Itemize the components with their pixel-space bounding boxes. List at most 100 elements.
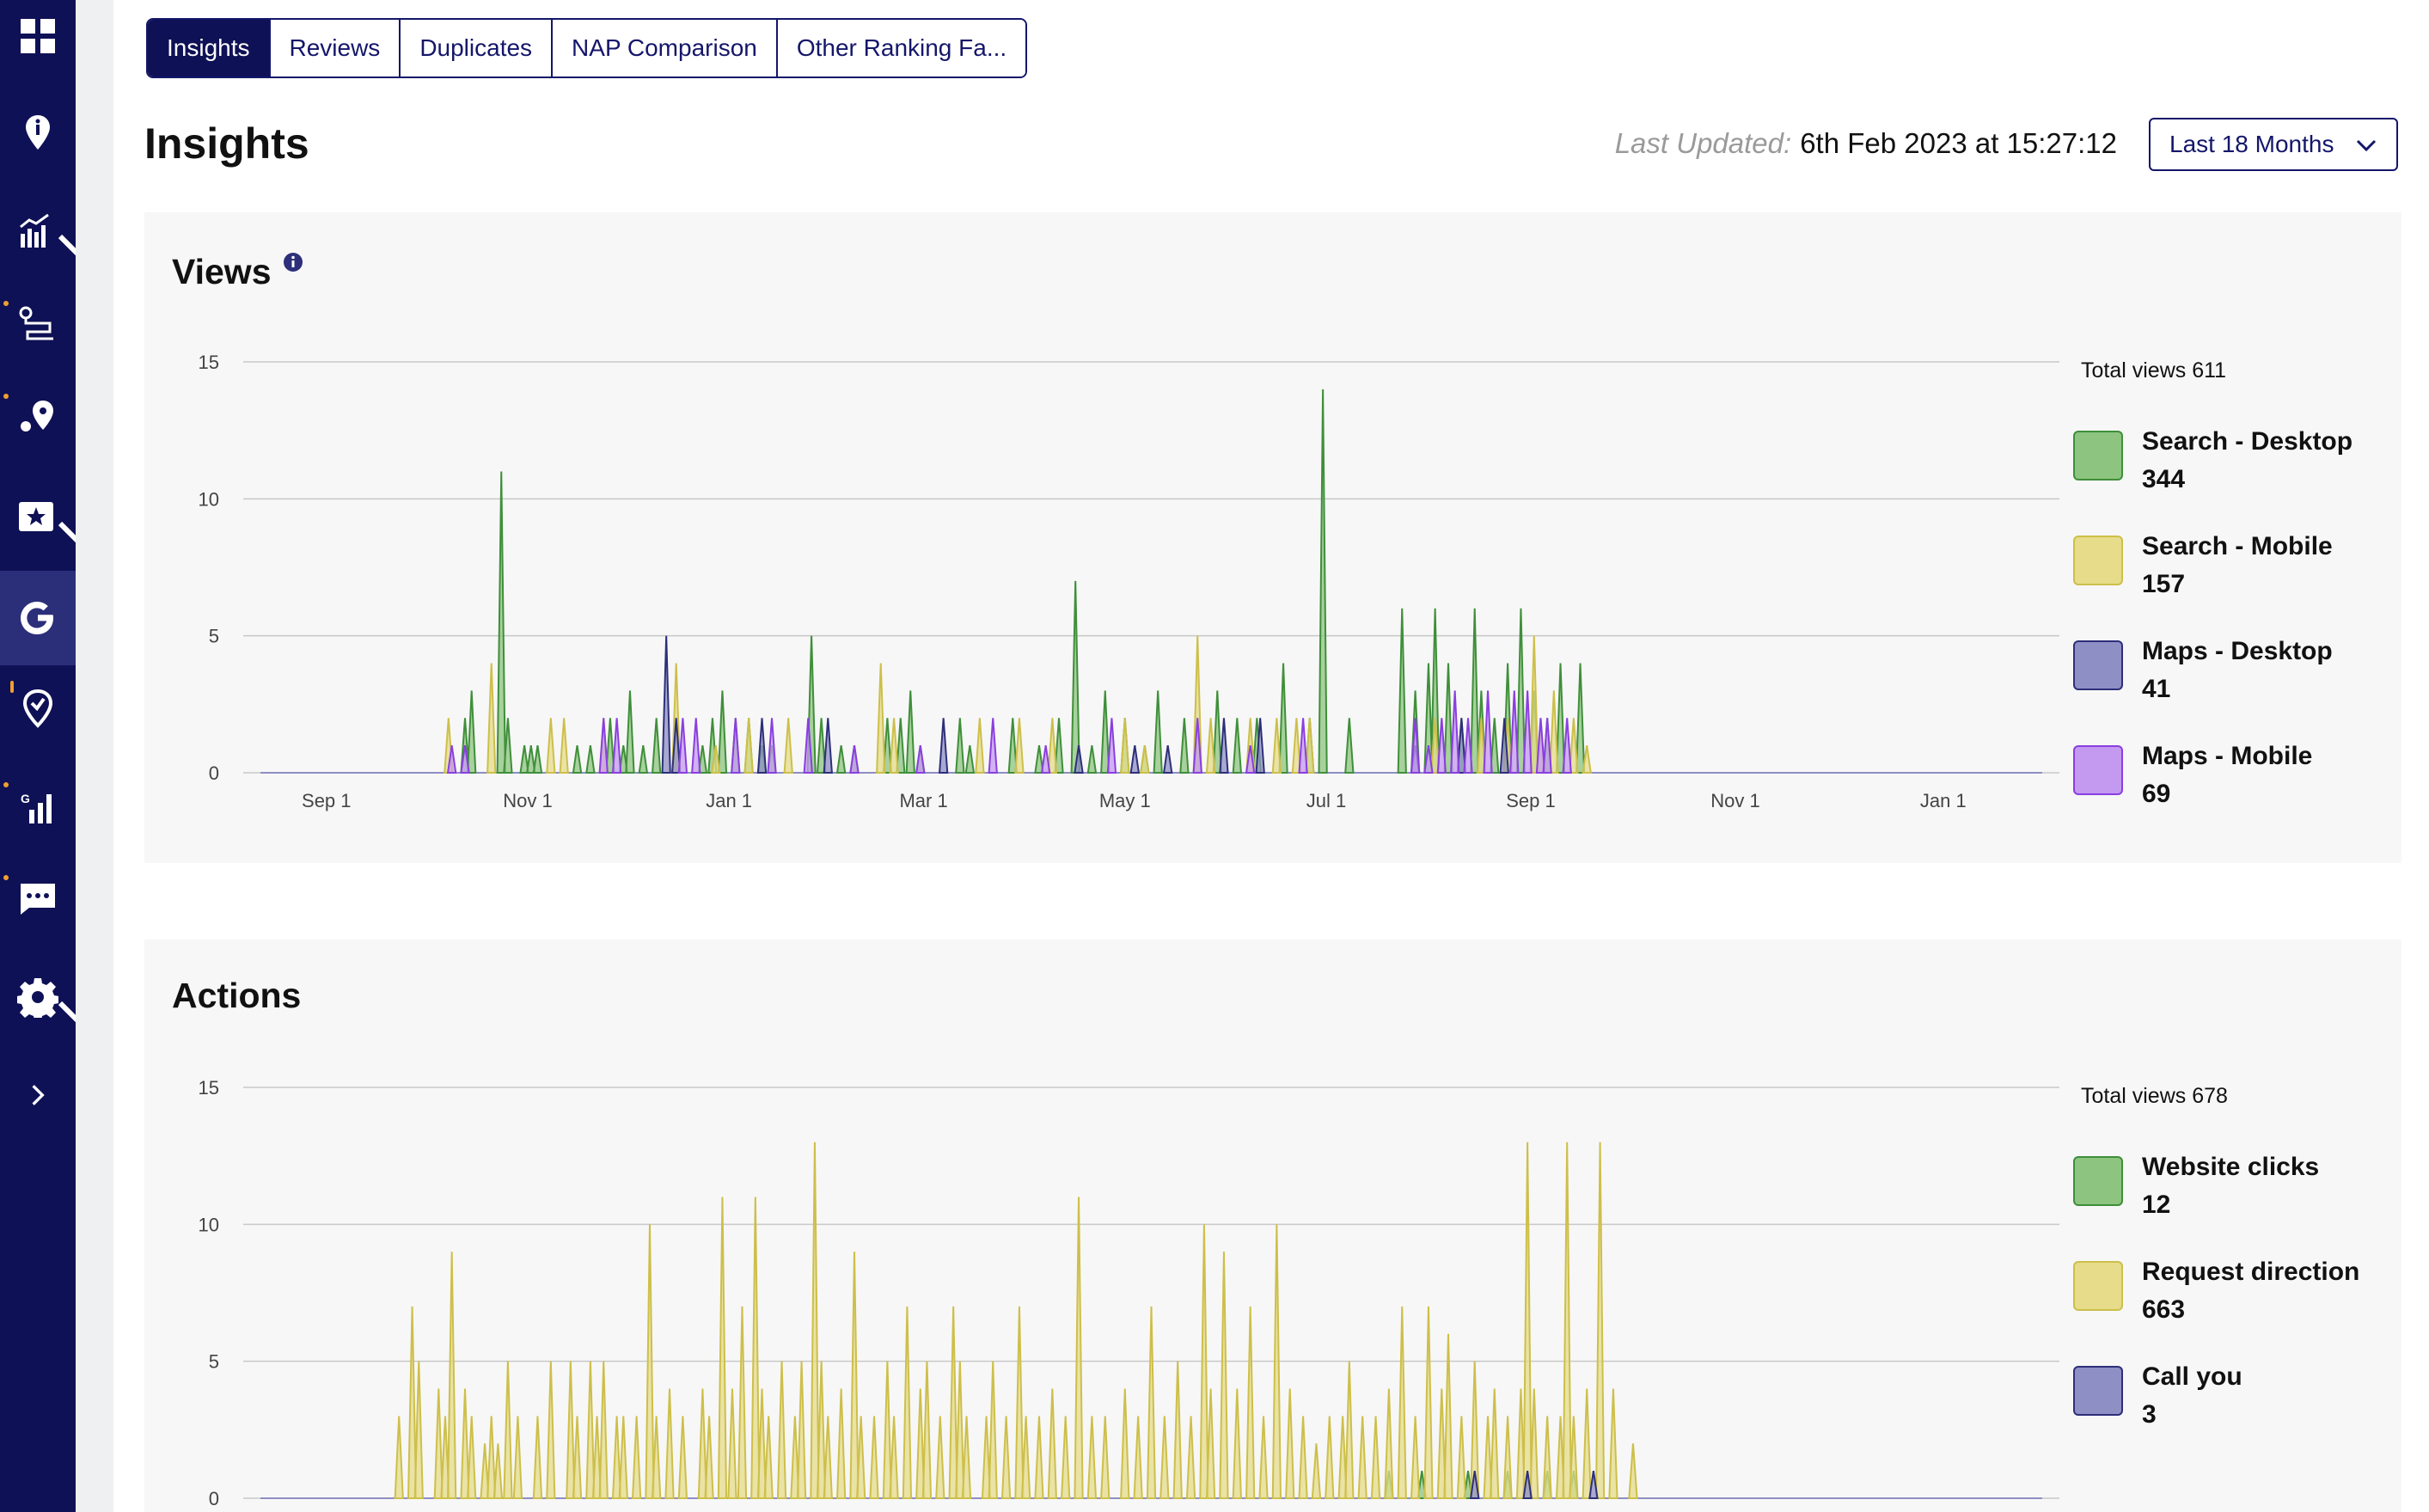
data-spike[interactable] [1515,608,1527,774]
data-spike[interactable] [1542,718,1552,774]
data-spike[interactable] [1509,690,1520,774]
data-spike[interactable] [1502,1416,1513,1499]
data-spike[interactable] [503,718,513,774]
data-spike[interactable] [677,718,688,774]
data-spike[interactable] [447,1252,457,1499]
data-spike[interactable] [1325,1416,1335,1499]
data-spike[interactable] [1258,1416,1269,1499]
data-spike[interactable] [1298,718,1308,774]
data-spike[interactable] [566,1361,576,1499]
data-spike[interactable] [1344,1361,1355,1499]
data-spike[interactable] [1014,718,1025,774]
data-spike[interactable] [664,1388,675,1499]
data-spike[interactable] [1278,663,1288,774]
data-spike[interactable] [737,1306,748,1499]
data-spike[interactable] [585,1361,596,1499]
data-spike[interactable] [1555,663,1566,774]
data-spike[interactable] [1483,690,1493,774]
data-spike[interactable] [1100,690,1110,774]
data-spike[interactable] [1020,1416,1031,1499]
data-spike[interactable] [1061,1416,1071,1499]
data-spike[interactable] [1034,744,1044,774]
legend-item[interactable]: Maps - Mobile 69 [2073,742,2417,811]
data-spike[interactable] [915,1388,926,1499]
legend-item[interactable]: Website clicks 12 [2073,1153,2417,1221]
data-spike[interactable] [849,1252,860,1499]
data-spike[interactable] [1357,1416,1367,1499]
data-spike[interactable] [1476,718,1487,774]
data-spike[interactable] [882,1361,893,1499]
data-spike[interactable] [869,1416,879,1499]
data-spike[interactable] [605,718,615,774]
data-spike[interactable] [803,718,813,774]
data-spike[interactable] [988,718,998,774]
data-spike[interactable] [756,1388,768,1499]
data-spike[interactable] [1456,1416,1467,1499]
data-spike[interactable] [1529,635,1539,774]
data-spike[interactable] [1000,1416,1012,1499]
data-spike[interactable] [1120,718,1130,774]
data-spike[interactable] [1588,1470,1599,1499]
data-spike[interactable] [776,1361,787,1499]
sidebar-expand-button[interactable] [0,1052,76,1138]
data-spike[interactable] [460,744,470,774]
data-spike[interactable] [691,718,701,774]
data-spike[interactable] [1594,1142,1606,1499]
data-spike[interactable] [1007,718,1018,774]
data-spike[interactable] [823,718,833,774]
data-spike[interactable] [849,744,860,774]
data-spike[interactable] [856,1416,866,1499]
data-spike[interactable] [1410,1416,1421,1499]
data-spike[interactable] [1034,1416,1044,1499]
data-spike[interactable] [652,1416,662,1499]
data-spike[interactable] [1212,690,1222,774]
data-spike[interactable] [1562,718,1572,774]
data-spike[interactable] [1628,1443,1638,1499]
data-spike[interactable] [546,718,556,774]
data-spike[interactable] [631,1416,642,1499]
data-spike[interactable] [559,718,569,774]
data-spike[interactable] [460,1388,470,1499]
legend-item[interactable]: Search - Mobile 157 [2073,532,2417,601]
data-spike[interactable] [1100,1416,1110,1499]
data-spike[interactable] [1070,580,1080,774]
sidebar-item-route[interactable] [0,282,76,368]
data-spike[interactable] [1305,718,1315,774]
sidebar-item-google[interactable] [0,571,76,665]
tab-reviews[interactable]: Reviews [268,20,400,77]
data-spike[interactable] [1153,690,1163,774]
data-spike[interactable] [486,1416,497,1499]
data-spike[interactable] [763,1416,774,1499]
data-spike[interactable] [1499,718,1509,774]
tab-duplicates[interactable]: Duplicates [399,20,552,77]
data-spike[interactable] [1436,718,1447,774]
data-spike[interactable] [961,1416,972,1499]
data-spike[interactable] [526,744,536,774]
data-spike[interactable] [1120,1388,1130,1499]
data-spike[interactable] [645,1224,655,1499]
data-spike[interactable] [618,1416,628,1499]
data-spike[interactable] [717,690,728,774]
data-spike[interactable] [1291,718,1302,774]
data-spike[interactable] [1490,1388,1500,1499]
data-spike[interactable] [519,744,529,774]
data-spike[interactable] [572,1416,583,1499]
tab-insights[interactable]: Insights [148,20,269,77]
data-spike[interactable] [816,718,827,774]
data-spike[interactable] [1429,718,1441,774]
data-spike[interactable] [876,663,886,774]
sidebar-item-map-alert[interactable] [0,665,76,751]
data-spike[interactable] [1219,1252,1229,1499]
data-spike[interactable] [1255,718,1265,774]
date-range-select[interactable]: Last 18 Months [2149,118,2398,171]
data-spike[interactable] [1337,1416,1348,1499]
sidebar-item-location-info[interactable] [0,89,76,175]
data-spike[interactable] [591,1416,603,1499]
data-spike[interactable] [1129,744,1141,774]
data-spike[interactable] [618,744,629,774]
data-spike[interactable] [1179,718,1190,774]
data-spike[interactable] [1470,608,1480,774]
data-spike[interactable] [727,1388,737,1499]
data-spike[interactable] [1192,718,1202,774]
data-spike[interactable] [651,718,662,774]
